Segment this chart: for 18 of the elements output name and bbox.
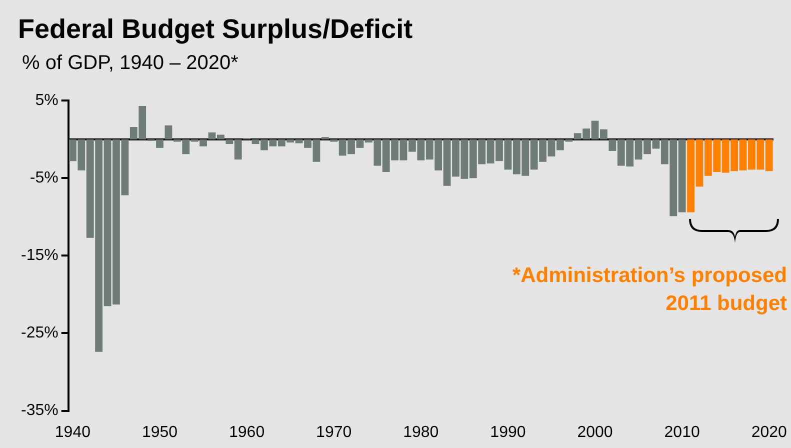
y-tick-label: -15% (20, 247, 58, 264)
annotation: *Administration’s proposed 2011 budget (511, 263, 787, 317)
x-tick-label: 2010 (664, 424, 700, 441)
x-tick-label: 1950 (142, 424, 178, 441)
x-tick-label: 2020 (751, 424, 788, 441)
x-tick-label: 2000 (577, 424, 613, 441)
bar (164, 125, 172, 140)
y-tick-label: 5% (35, 92, 58, 110)
x-tick-label: 1960 (229, 424, 265, 441)
y-tick-label: -35% (20, 402, 58, 420)
chart-subtitle: % of GDP, 1940 – 2020* (22, 52, 238, 75)
x-tick-label: 1940 (54, 424, 91, 441)
x-tick-label: 1980 (403, 424, 439, 441)
y-tick-label: -5% (30, 170, 58, 187)
chart-title: Federal Budget Surplus/Deficit (18, 14, 413, 45)
y-tick-label: -25% (20, 324, 58, 342)
x-tick-label: 1990 (490, 424, 526, 441)
x-tick-label: 1970 (316, 424, 352, 441)
